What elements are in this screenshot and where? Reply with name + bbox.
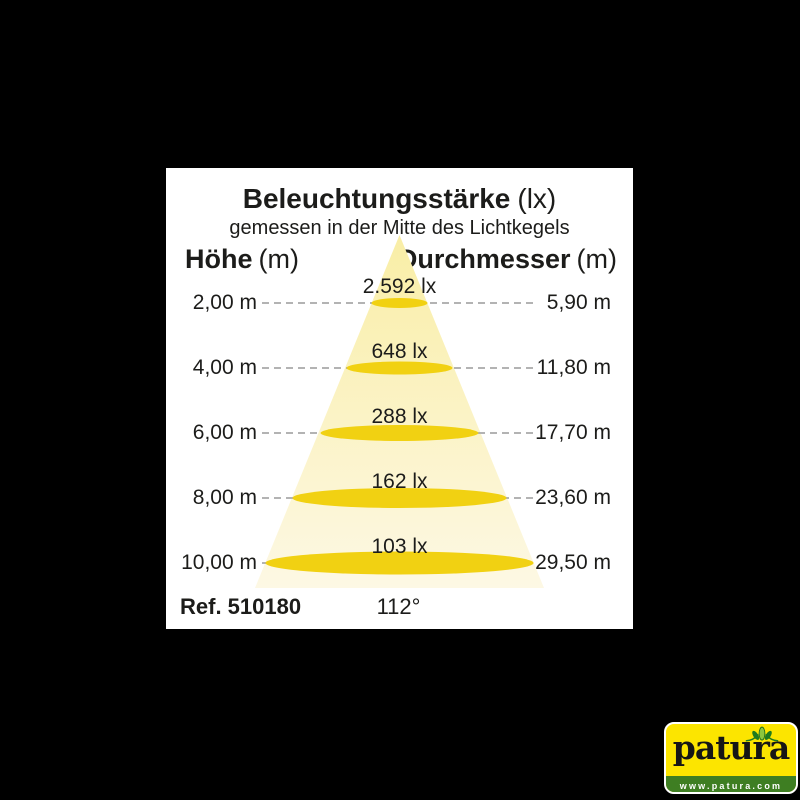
column-header-height: Höhe (m) (185, 244, 299, 274)
logo-wordmark: patura (672, 728, 790, 767)
illumination-diagram-panel: Beleuchtungsstärke (lx) gemessen in der M… (166, 168, 633, 629)
lux-label-2: 648 lx (371, 340, 428, 363)
lux-label-4: 162 lx (371, 470, 428, 493)
header-height-label: Höhe (185, 244, 253, 274)
lux-label-1: 2.592 lx (362, 275, 437, 298)
diameter-label-3: 17,70 m (535, 421, 611, 444)
light-spot-ellipse-3 (320, 425, 479, 441)
height-label-1: 2,00 m (192, 291, 257, 314)
beam-angle-label: 112° (376, 594, 421, 619)
reference-number: Ref. 510180 (180, 594, 302, 619)
title-unit: (lx) (517, 183, 557, 214)
light-spot-ellipse-1 (371, 298, 428, 308)
diameter-label-5: 29,50 m (535, 551, 611, 574)
column-header-diameter: Durchmesser (m) (398, 244, 617, 274)
logo-url: www.patura.com (679, 781, 783, 791)
light-spot-ellipse-2 (346, 361, 453, 375)
light-spot-ellipse-4 (292, 488, 507, 508)
header-height-unit: (m) (258, 244, 299, 274)
header-diameter-label: Durchmesser (397, 244, 571, 274)
diameter-label-4: 23,60 m (535, 486, 611, 509)
page-title: Beleuchtungsstärke (lx) (166, 184, 633, 214)
subtitle: gemessen in der Mitte des Lichtkegels (229, 217, 570, 239)
logo-url-band: www.patura.com (666, 776, 796, 792)
header-diameter-unit: (m) (576, 244, 617, 274)
height-label-5: 10,00 m (181, 551, 257, 574)
height-label-2: 4,00 m (192, 356, 257, 379)
lux-label-3: 288 lx (371, 405, 428, 428)
height-label-4: 8,00 m (192, 486, 257, 509)
height-label-3: 6,00 m (192, 421, 257, 444)
diameter-label-1: 5,90 m (546, 291, 611, 314)
lux-label-5: 103 lx (371, 535, 428, 558)
light-cone-diagram (255, 235, 544, 588)
leaf-icon (745, 726, 779, 742)
light-spot-ellipse-5 (265, 551, 534, 575)
title-main: Beleuchtungsstärke (242, 183, 511, 214)
patura-logo: patura www.patura.com (664, 722, 798, 794)
diameter-label-2: 11,80 m (536, 356, 611, 379)
